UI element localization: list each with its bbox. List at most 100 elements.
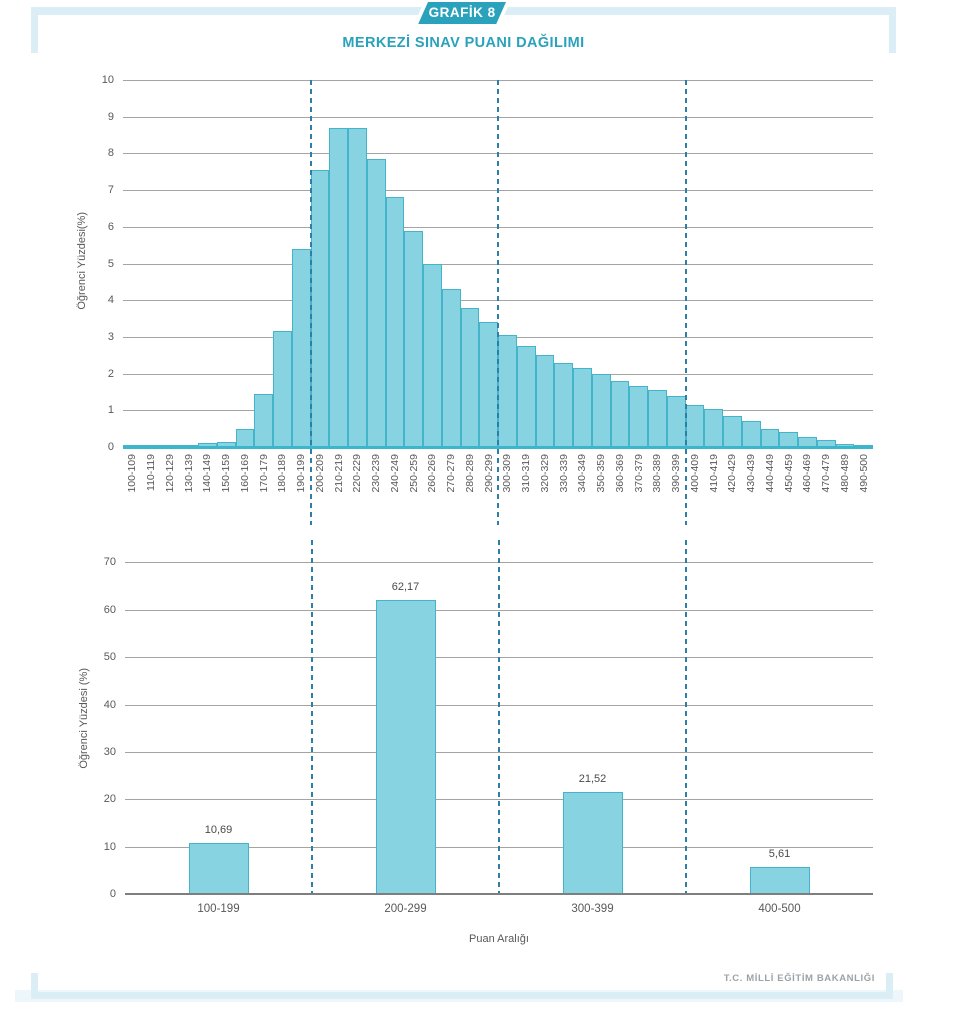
- histogram-bar-180-189: [273, 331, 292, 447]
- dashed-boundary-200: [309, 80, 312, 525]
- histogram-bar-310-319: [516, 346, 536, 447]
- bar-value-label: 5,61: [768, 848, 791, 861]
- histogram-bar-380-389: [648, 390, 667, 447]
- y-tick-label: 5: [107, 257, 114, 270]
- frame-bottom-right-corner: [886, 973, 893, 999]
- x-tick-label: 410-419: [707, 454, 720, 493]
- histogram-bar-360-369: [610, 380, 630, 447]
- y-tick-label: 8: [107, 147, 114, 160]
- y-axis-title: Öğrenci Yüzdesi (%): [78, 668, 90, 769]
- x-axis-title: Puan Aralığı: [469, 933, 529, 945]
- x-tick-label: 400-409: [688, 454, 701, 493]
- x-tick-label: 480-489: [838, 454, 851, 493]
- histogram-bar-220-229: [348, 127, 367, 447]
- histogram-bar-320-329: [535, 355, 555, 448]
- histogram-bar-290-299: [479, 322, 498, 447]
- x-tick-label: 400-500: [758, 903, 801, 915]
- histogram-bar-350-359: [591, 373, 611, 447]
- x-tick-label: 100-199: [197, 903, 240, 915]
- y-tick-label: 9: [107, 110, 114, 123]
- x-tick-label: 210-219: [332, 454, 345, 493]
- x-tick-label: 370-379: [632, 454, 645, 493]
- x-tick-label: 290-299: [482, 454, 495, 493]
- x-tick-label: 330-339: [557, 454, 570, 493]
- y-tick-label: 0: [107, 441, 114, 453]
- frame-top-left-corner: [31, 7, 38, 53]
- y-tick-label: 0: [109, 888, 116, 900]
- y-tick-label: 10: [101, 74, 114, 86]
- histogram-bar-430-439: [741, 421, 761, 447]
- histogram-bar-400-409: [685, 404, 705, 447]
- dashed-boundary-200: [311, 540, 313, 894]
- x-tick-label: 300-309: [501, 454, 514, 493]
- histogram-chart: 0 1 2 3 4 5 6 7 8 9 10 100-109 110-119 120-129 130-139…: [76, 74, 873, 525]
- x-tick-label: 200-299: [384, 903, 427, 915]
- x-tick-label: 100-109: [126, 454, 139, 493]
- dashed-boundary-400: [684, 80, 687, 525]
- y-tick-label: 60: [103, 603, 116, 616]
- x-tick-label: 270-279: [445, 454, 458, 493]
- histogram-bar-260-269: [423, 263, 442, 447]
- bar-400-500: [749, 867, 810, 894]
- y-tick-label: 50: [103, 651, 116, 664]
- x-tick-label: 200-209: [313, 454, 326, 493]
- bar-value-label: 10,69: [204, 824, 233, 837]
- y-tick-label: 4: [107, 294, 114, 307]
- x-tick-label: 460-469: [801, 454, 814, 493]
- histogram-bar-420-429: [723, 415, 742, 447]
- x-tick-label: 300-399: [571, 903, 614, 915]
- histogram-bar-390-399: [666, 395, 686, 447]
- y-tick-label: 40: [103, 698, 116, 711]
- histogram-bar-160-169: [235, 428, 255, 447]
- frame-bottom-left-corner: [31, 973, 38, 999]
- histogram-bar-230-239: [366, 158, 386, 447]
- bar-value-label: 21,52: [578, 773, 607, 786]
- dashed-boundary-300: [497, 80, 499, 525]
- x-tick-label: 240-249: [388, 454, 401, 493]
- x-tick-label: 420-429: [726, 454, 739, 493]
- frame-top-right-corner: [889, 7, 896, 53]
- x-tick-label: 360-369: [613, 454, 626, 493]
- histogram-bar-280-289: [460, 307, 480, 447]
- y-tick-label: 7: [107, 184, 114, 197]
- histogram-bar-190-199: [291, 248, 311, 447]
- histogram-bar-250-259: [404, 230, 423, 447]
- histogram-bar-370-379: [629, 386, 648, 447]
- histogram-bar-210-219: [329, 127, 348, 447]
- x-tick-label: 150-159: [220, 454, 233, 493]
- histogram-bar-440-449: [760, 428, 780, 447]
- x-tick-label: 180-189: [276, 454, 289, 493]
- y-tick-label: 6: [107, 220, 114, 233]
- x-tick-label: 170-179: [257, 454, 270, 493]
- y-tick-label: 30: [103, 745, 116, 758]
- x-tick-label: 350-359: [595, 454, 608, 493]
- x-tick-label: 120-129: [163, 454, 176, 493]
- y-tick-label: 2: [107, 367, 114, 380]
- x-tick-label: 390-399: [670, 454, 683, 493]
- y-tick-label: 70: [103, 556, 116, 569]
- bar-100-199: [188, 843, 249, 894]
- x-tick-label: 140-149: [201, 454, 214, 493]
- x-tick-label: 430-439: [745, 454, 758, 493]
- x-axis-line: [125, 893, 873, 895]
- x-tick-label: 470-479: [820, 454, 833, 493]
- x-tick-label: 450-459: [782, 454, 795, 493]
- y-tick-label: 3: [107, 330, 114, 343]
- x-tick-label: 440-449: [763, 454, 776, 493]
- y-axis-title: Öğrenci Yüzdesi(%): [76, 212, 88, 310]
- dashed-boundary-400: [685, 540, 687, 894]
- bar-value-label: 62,17: [391, 580, 420, 593]
- x-tick-label: 130-139: [182, 454, 195, 493]
- x-tick-label: 310-319: [520, 454, 533, 493]
- y-tick-label: 20: [103, 793, 116, 806]
- x-tick-label: 320-329: [538, 454, 551, 493]
- page-title: MERKEZİ SINAV PUANI DAĞILIMI: [342, 35, 585, 51]
- bar-200-299: [375, 599, 436, 894]
- histogram-bar-300-309: [498, 335, 517, 447]
- histogram-bar-410-419: [704, 408, 723, 447]
- x-tick-label: 220-229: [351, 454, 364, 493]
- x-tick-label: 340-349: [576, 454, 589, 493]
- x-tick-label: 190-199: [295, 454, 308, 493]
- histogram-bar-270-279: [441, 289, 461, 447]
- dashed-boundary-300: [498, 540, 500, 894]
